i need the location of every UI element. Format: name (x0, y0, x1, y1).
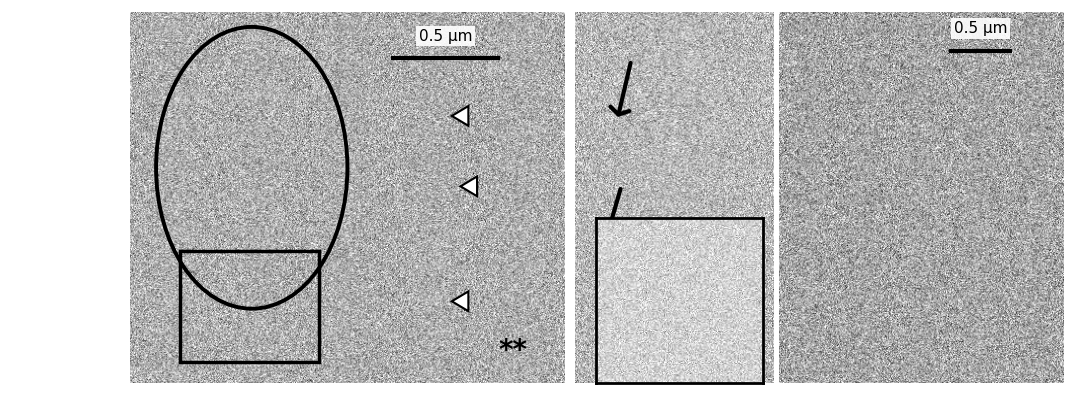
Polygon shape (452, 291, 468, 311)
Bar (180, 251, 319, 362)
Text: **: ** (498, 337, 527, 366)
Text: 0.5 μm: 0.5 μm (954, 21, 1007, 36)
Polygon shape (452, 106, 468, 126)
Text: 0.5 μm: 0.5 μm (419, 29, 473, 44)
Polygon shape (461, 177, 477, 196)
